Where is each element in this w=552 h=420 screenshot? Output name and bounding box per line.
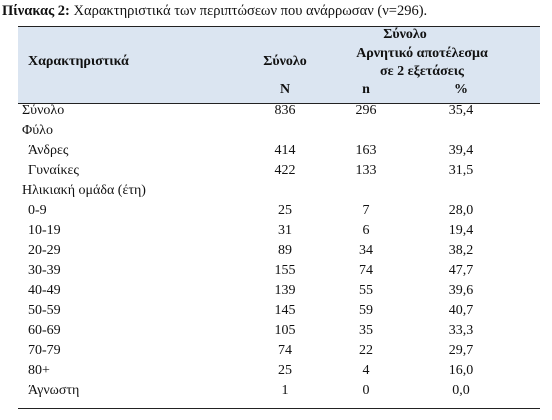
table-cell: 31: [278, 223, 292, 238]
title-label: Πίνακας 2:: [2, 3, 70, 19]
table-cell: 25: [278, 203, 292, 218]
table-cell: 74: [359, 263, 373, 278]
table-title: Πίνακας 2: Χαρακτηριστικά των περιπτώσεω…: [2, 3, 427, 20]
row-label: 30-39: [28, 263, 61, 278]
header-total: Σύνολο: [263, 54, 307, 69]
table-cell: 34: [359, 243, 373, 258]
row-label: Άνδρες: [28, 143, 69, 158]
row-label: 10-19: [28, 223, 61, 238]
row-label: 0-9: [28, 203, 47, 218]
table-cell: 25: [278, 363, 292, 378]
table-cell: 155: [274, 263, 296, 278]
row-label: 40-49: [28, 283, 61, 298]
table-cell: 33,3: [448, 323, 474, 338]
table-cell: 47,7: [448, 263, 474, 278]
table-cell: 40,7: [448, 303, 474, 318]
header-unit: n: [362, 82, 370, 97]
table-cell: 39,6: [448, 283, 474, 298]
header-group: Σύνολο: [383, 27, 427, 42]
table-cell: 89: [278, 243, 292, 258]
table-cell: 31,5: [448, 163, 474, 178]
header-unit: N: [279, 82, 291, 97]
table-cell: 35,4: [448, 103, 474, 118]
table-cell: 145: [274, 303, 296, 318]
table-cell: 39,4: [448, 143, 474, 158]
header-negative: σε 2 εξετάσεις: [380, 64, 464, 79]
row-label: Σύνολο: [22, 103, 65, 118]
table-cell: 74: [278, 343, 292, 358]
table-cell: 133: [355, 163, 377, 178]
table-cell: 163: [355, 143, 377, 158]
table-cell: 7: [362, 203, 370, 218]
table-cell: 59: [359, 303, 373, 318]
table-cell: 55: [359, 283, 373, 298]
row-label: 20-29: [28, 243, 61, 258]
table-cell: 1: [281, 383, 289, 398]
row-label: Άγνωστη: [28, 383, 80, 398]
table-cell: 296: [355, 103, 377, 118]
table-cell: 35: [359, 323, 373, 338]
table-bottom-rule: [18, 408, 540, 409]
table-cell: 836: [274, 103, 296, 118]
row-label: Φύλο: [22, 123, 53, 138]
table-cell: 422: [274, 163, 296, 178]
row-label: Γυναίκες: [28, 163, 79, 178]
table-cell: 0,0: [452, 383, 470, 398]
header-unit: %: [454, 82, 468, 97]
row-label: 50-59: [28, 303, 61, 318]
table-cell: 105: [274, 323, 296, 338]
table-cell: 6: [362, 223, 370, 238]
table-cell: 0: [362, 383, 370, 398]
table-cell: 22: [359, 343, 373, 358]
table-cell: 29,7: [448, 343, 474, 358]
title-text: Χαρακτηριστικά των περιπτώσεων που ανάρρ…: [73, 3, 428, 19]
row-label: 60-69: [28, 323, 61, 338]
row-label: 70-79: [28, 343, 61, 358]
table-header-bg: [18, 26, 540, 104]
table-cell: 139: [274, 283, 296, 298]
table-cell: 414: [274, 143, 296, 158]
row-label: Ηλικιακή ομάδα (έτη): [22, 183, 146, 198]
row-label: 80+: [28, 363, 50, 378]
table-cell: 28,0: [448, 203, 474, 218]
table-cell: 4: [362, 363, 370, 378]
header-negative: Αρνητικό αποτέλεσμα: [356, 46, 488, 61]
header-characteristics: Χαρακτηριστικά: [28, 54, 129, 69]
table-cell: 16,0: [448, 363, 474, 378]
table-cell: 19,4: [448, 223, 474, 238]
table-cell: 38,2: [448, 243, 474, 258]
